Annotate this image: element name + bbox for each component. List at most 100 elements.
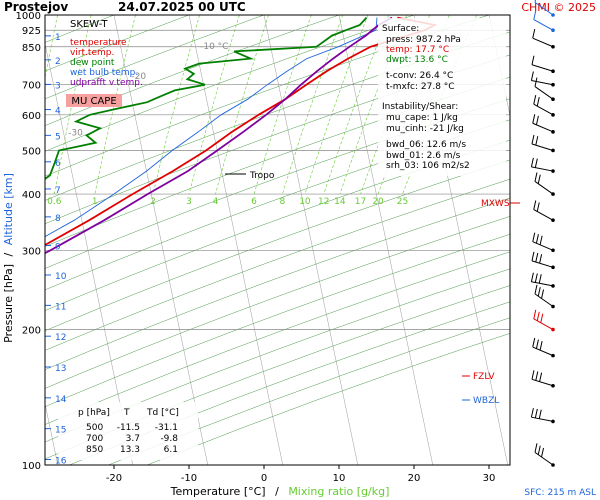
wbzl-label: WBZL — [473, 396, 499, 406]
wind-barb-shaft — [531, 80, 554, 86]
wind-barb-flag — [535, 115, 539, 125]
pressure-tick-label: 925 — [22, 26, 41, 37]
wind-barb-shaft — [534, 451, 554, 466]
x-tick-label: -10 — [181, 473, 197, 484]
chart-series — [45, 16, 438, 255]
series-line-temperature — [45, 16, 438, 247]
x-axis-ticks: -20 -10 0 10 20 30 — [106, 465, 495, 484]
wind-barb-flag — [539, 372, 543, 382]
wind-barb-flag — [537, 445, 541, 455]
wind-barb-flag — [535, 136, 539, 146]
wind-barb-flag — [530, 71, 534, 81]
wind-barb-flag — [537, 174, 541, 184]
wind-barb-dot — [551, 218, 555, 222]
wind-barb-flag — [533, 95, 537, 105]
wind-barb-shaft — [533, 318, 554, 330]
x-tick-label: -20 — [106, 473, 122, 484]
wind-barb-flag — [534, 443, 538, 453]
surface-title: Surface: — [382, 24, 419, 34]
wind-barb-flag — [532, 114, 536, 124]
wind-barb-flag — [533, 200, 537, 210]
wind-barb-shaft — [534, 1, 554, 16]
tropo-label: Tropo — [249, 171, 275, 181]
wind-barb-shaft — [534, 293, 554, 307]
table-header-p: p [hPa] — [78, 408, 110, 418]
legend-item-temperature: temperature — [70, 38, 127, 48]
wind-barb-flag — [535, 371, 539, 381]
bwd-01: bwd_01: 2.6 m/s — [386, 151, 461, 161]
pressure-tick-label: 600 — [22, 111, 41, 122]
legend-item-dewpoint: dew point — [70, 58, 115, 68]
mixing-ratio-label: 0.6 — [47, 197, 62, 207]
altitude-tick-label: 12 — [55, 333, 66, 343]
mixing-ratio-label: 8 — [280, 197, 286, 207]
dry-adiabat-line — [45, 251, 510, 425]
isotherm-label: -20 — [131, 72, 146, 82]
wind-barb-flag — [534, 172, 538, 182]
isotherm-label: -10 °C — [200, 42, 228, 52]
series-line-wet-bulb-temp- — [45, 17, 378, 238]
wind-barb-flag — [539, 235, 543, 245]
wind-barb-dot — [551, 419, 555, 424]
mixing-ratio-line — [45, 15, 58, 79]
wind-barb-shaft — [534, 181, 554, 195]
altitude-tick-label: 6 — [55, 159, 61, 169]
wind-barb-flag — [530, 408, 534, 418]
surface-press: press: 987.2 hPa — [386, 35, 461, 45]
plot-frame — [44, 14, 511, 466]
wind-barb-flag — [531, 370, 535, 380]
x-axis-label: Temperature [°C] / Mixing ratio [g/kg] — [170, 485, 390, 498]
wind-barb-flag — [540, 313, 544, 323]
table-row-700-td: -9.8 — [160, 434, 178, 444]
surface-dwpt: dwpt: 13.6 °C — [386, 55, 448, 65]
wind-barb-shaft — [533, 103, 554, 116]
table-row-850-p: 850 — [86, 445, 103, 455]
mixing-ratio-label: 17 — [355, 197, 366, 207]
wind-barb-shaft — [532, 122, 554, 133]
altitude-tick-label: 13 — [55, 364, 66, 374]
pressure-tick-label: 700 — [22, 81, 41, 92]
cape-label: MU CAPE — [71, 96, 116, 107]
altitude-tick-label: 2 — [55, 57, 61, 67]
series-line-dew-point — [45, 16, 368, 180]
wind-barb-flag — [534, 0, 537, 3]
sfc-label: SFC: 215 m ASL — [524, 488, 596, 498]
wind-barb-flag — [532, 337, 536, 348]
table-row-850-t: 13.3 — [120, 445, 140, 455]
wind-barb-flag — [531, 55, 535, 65]
wind-barb-dot — [551, 69, 555, 74]
isotherm-line — [188, 15, 284, 465]
wind-barb-flag — [534, 284, 538, 295]
wind-barb-shaft — [531, 64, 554, 72]
surface-temp: temp: 17.7 °C — [386, 45, 449, 55]
dry-adiabat-line — [45, 76, 510, 247]
isotherm-line — [45, 42, 134, 465]
wind-barb-dot — [551, 148, 555, 153]
wind-barb-flag — [534, 77, 538, 87]
wind-barb-flag — [539, 254, 543, 264]
instability-title: Instability/Shear: — [382, 102, 458, 112]
altitude-tick-label: 14 — [55, 395, 67, 405]
dry-adiabat-line — [45, 216, 510, 389]
x-tick-label: 10 — [333, 473, 346, 484]
isotherm-line — [564, 15, 600, 465]
wind-barb-flag — [538, 274, 542, 284]
station-name: Prostejov — [4, 0, 68, 14]
table-header-td: Td [°C] — [146, 408, 179, 418]
wind-barb-flag — [536, 311, 540, 321]
wind-barb-flag — [535, 252, 539, 263]
mixing-ratio-line — [304, 15, 369, 195]
wind-barb-flag — [539, 341, 543, 351]
wind-barb-shaft — [532, 241, 554, 251]
wind-barb-flag — [532, 29, 536, 39]
dry-adiabat-line — [45, 197, 510, 370]
wind-barb-flag — [535, 339, 539, 349]
legend-title: SKEW-T — [70, 19, 108, 30]
mixing-ratio-label: 10 — [299, 197, 311, 207]
wind-barb-shaft — [531, 260, 554, 268]
x-tick-label: 0 — [261, 473, 267, 484]
cape-badge — [66, 94, 122, 107]
wind-barb-flag — [534, 158, 538, 168]
wind-barb-shaft — [531, 143, 554, 151]
table-row-850-td: 6.1 — [164, 445, 178, 455]
